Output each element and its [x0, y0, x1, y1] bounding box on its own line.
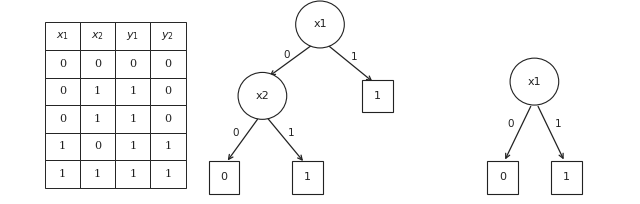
Bar	[209, 161, 239, 194]
Bar	[45, 50, 80, 78]
Bar	[45, 78, 80, 105]
Ellipse shape	[510, 58, 559, 105]
Text: 0: 0	[164, 59, 172, 69]
Text: 1: 1	[129, 169, 136, 179]
Bar	[45, 133, 80, 160]
Text: 0: 0	[94, 59, 101, 69]
Text: 1: 1	[129, 114, 136, 124]
Text: 1: 1	[129, 86, 136, 96]
Bar	[362, 80, 393, 112]
Bar	[80, 133, 115, 160]
Bar	[115, 50, 150, 78]
Text: 1: 1	[288, 128, 294, 138]
Text: 0: 0	[164, 86, 172, 96]
Text: 0: 0	[94, 141, 101, 151]
Bar	[487, 161, 518, 194]
Bar	[115, 133, 150, 160]
Bar	[45, 160, 80, 188]
Bar	[150, 22, 186, 50]
Text: 0: 0	[59, 59, 66, 69]
Bar	[115, 22, 150, 50]
Bar	[115, 78, 150, 105]
Bar	[45, 105, 80, 133]
Text: 0: 0	[508, 119, 514, 129]
Text: 1: 1	[94, 169, 101, 179]
Text: 1: 1	[129, 141, 136, 151]
Bar	[115, 105, 150, 133]
Bar	[80, 50, 115, 78]
Text: 0: 0	[233, 128, 239, 138]
Bar	[150, 50, 186, 78]
Bar	[551, 161, 582, 194]
Text: 1: 1	[164, 141, 172, 151]
Text: 0: 0	[59, 114, 66, 124]
Text: 0: 0	[59, 86, 66, 96]
Bar	[80, 78, 115, 105]
Bar	[150, 133, 186, 160]
Bar	[150, 105, 186, 133]
Bar	[292, 161, 323, 194]
Text: x1: x1	[313, 19, 327, 30]
Text: 1: 1	[374, 91, 381, 101]
Ellipse shape	[296, 1, 344, 48]
Bar	[80, 160, 115, 188]
Text: x2: x2	[255, 91, 269, 101]
Text: 1: 1	[563, 172, 570, 183]
Text: $x_1$: $x_1$	[56, 30, 69, 42]
Text: 0: 0	[221, 172, 227, 183]
Ellipse shape	[238, 72, 287, 119]
Text: 1: 1	[94, 114, 101, 124]
Bar	[80, 22, 115, 50]
Text: 1: 1	[94, 86, 101, 96]
Text: 0: 0	[284, 50, 290, 60]
Bar	[150, 160, 186, 188]
Text: 1: 1	[164, 169, 172, 179]
Text: 0: 0	[129, 59, 136, 69]
Bar	[150, 78, 186, 105]
Text: $y_2$: $y_2$	[161, 30, 175, 42]
Bar	[45, 22, 80, 50]
Bar	[80, 105, 115, 133]
Text: 0: 0	[499, 172, 506, 183]
Text: 1: 1	[555, 119, 561, 129]
Text: $x_2$: $x_2$	[91, 30, 104, 42]
Text: 1: 1	[351, 52, 357, 62]
Text: 1: 1	[304, 172, 310, 183]
Text: 1: 1	[59, 169, 66, 179]
Text: $y_1$: $y_1$	[126, 30, 140, 42]
Bar	[115, 160, 150, 188]
Text: x1: x1	[527, 76, 541, 87]
Text: 0: 0	[164, 114, 172, 124]
Text: 1: 1	[59, 141, 66, 151]
